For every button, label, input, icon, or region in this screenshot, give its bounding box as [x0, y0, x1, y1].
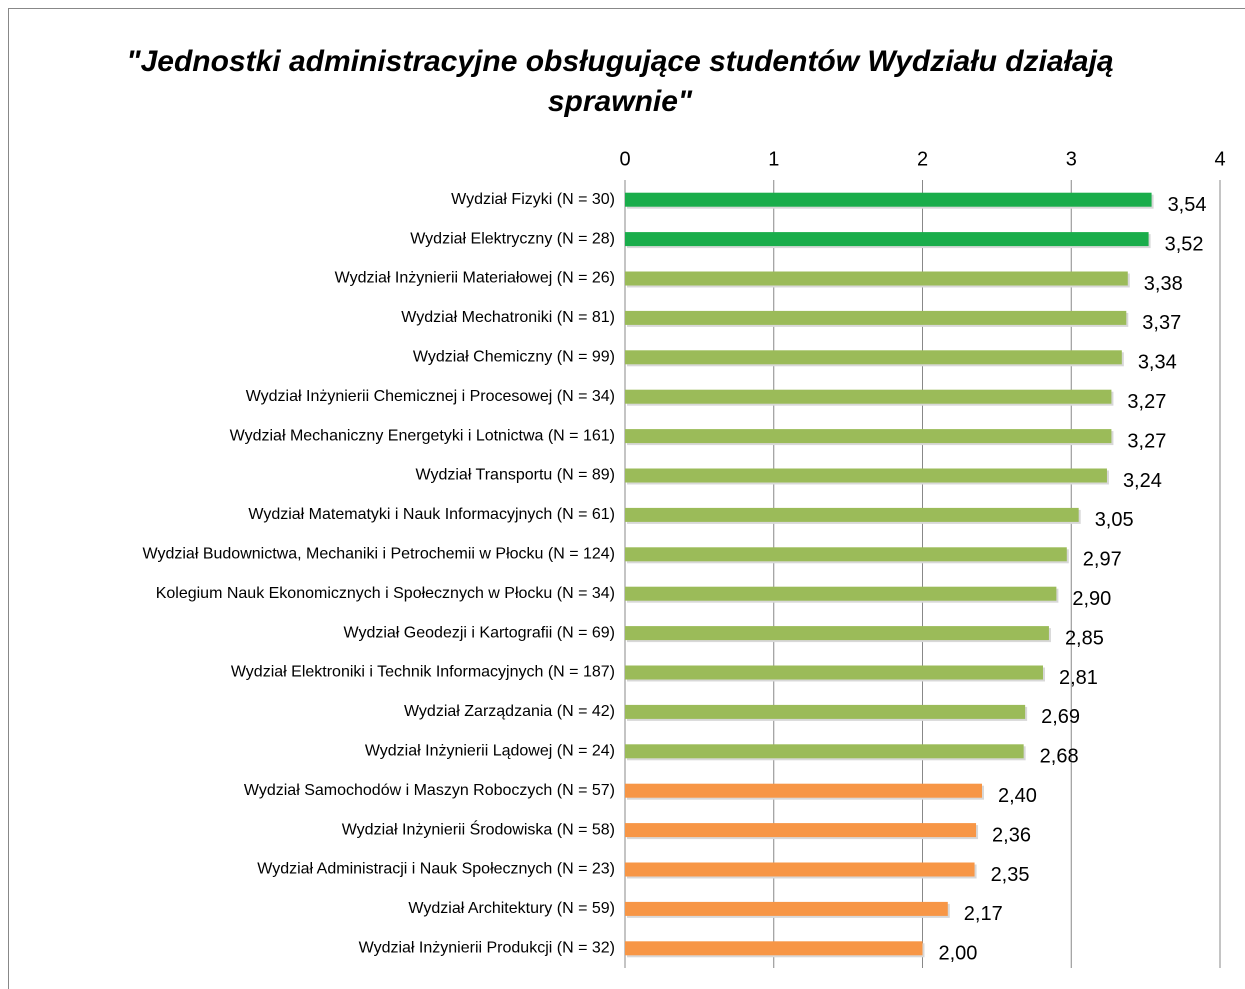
value-label: 3,27 [1127, 391, 1166, 413]
y-tick-label: Wydział Fizyki (N = 30) [451, 191, 615, 208]
value-label: 2,69 [1041, 706, 1080, 728]
y-tick-label: Wydział Mechaniczny Energetyki i Lotnict… [230, 427, 615, 444]
frame [8, 8, 1245, 989]
value-label: 2,35 [991, 864, 1030, 886]
bar [625, 271, 1128, 286]
value-label: 2,68 [1040, 746, 1079, 768]
value-label: 3,38 [1144, 273, 1183, 295]
bar [625, 192, 1152, 207]
value-label: 3,27 [1127, 430, 1166, 452]
y-tick-label: Wydział Inżynierii Materiałowej (N = 26) [335, 270, 615, 287]
value-label: 2,90 [1072, 588, 1111, 610]
y-tick-label: Wydział Zarządzania (N = 42) [404, 703, 615, 720]
bar [625, 744, 1024, 759]
y-tick-label: Wydział Inżynierii Lądowej (N = 24) [365, 743, 615, 760]
value-label: 2,00 [939, 943, 978, 965]
bar [625, 547, 1067, 562]
value-label: 2,17 [964, 903, 1003, 925]
y-tick-label: Wydział Geodezji i Kartografii (N = 69) [343, 624, 615, 641]
value-label: 2,85 [1065, 627, 1104, 649]
y-tick-label: Wydział Inżynierii Produkcji (N = 32) [359, 940, 615, 957]
bar [625, 350, 1122, 365]
y-tick-label: Wydział Administracji i Nauk Społecznych… [257, 861, 615, 878]
value-label: 3,05 [1095, 509, 1134, 531]
y-tick-label: Wydział Inżynierii Chemicznej i Procesow… [246, 388, 615, 405]
x-tick-label: 3 [1066, 148, 1077, 170]
bar [625, 507, 1079, 522]
value-label: 2,36 [992, 824, 1031, 846]
bar [625, 783, 982, 798]
bar [625, 823, 977, 838]
x-tick-label: 0 [619, 148, 630, 170]
bar [625, 665, 1043, 680]
x-tick-label: 1 [768, 148, 779, 170]
value-label: 2,81 [1059, 667, 1098, 689]
bar [625, 429, 1112, 444]
bar [625, 626, 1049, 641]
y-tick-label: Wydział Transportu (N = 89) [416, 467, 615, 484]
value-label: 3,24 [1123, 470, 1162, 492]
bar [625, 586, 1057, 601]
x-tick-label: 2 [917, 148, 928, 170]
y-tick-label: Kolegium Nauk Ekonomicznych i Społecznyc… [156, 585, 615, 602]
value-label: 2,40 [998, 785, 1037, 807]
bar [625, 704, 1026, 719]
x-tick-label: 4 [1214, 148, 1225, 170]
y-tick-label: Wydział Samochodów i Maszyn Roboczych (N… [244, 782, 615, 799]
value-label: 3,37 [1142, 312, 1181, 334]
bar [625, 232, 1149, 247]
y-tick-label: Wydział Chemiczny (N = 99) [413, 349, 615, 366]
bar [625, 941, 923, 956]
y-tick-label: Wydział Matematyki i Nauk Informacyjnych… [248, 506, 615, 523]
y-tick-label: Wydział Budownictwa, Mechaniki i Petroch… [143, 546, 615, 563]
bar [625, 901, 948, 916]
y-tick-label: Wydział Elektryczny (N = 28) [410, 230, 615, 247]
bar [625, 862, 975, 877]
bar [625, 310, 1127, 325]
value-label: 3,52 [1165, 233, 1204, 255]
chart-title: "Jednostki administracyjne obsługujące s… [126, 45, 1114, 118]
value-label: 2,97 [1083, 549, 1122, 571]
value-label: 3,34 [1138, 352, 1177, 374]
y-tick-label: Wydział Architektury (N = 59) [408, 900, 615, 917]
y-tick-label: Wydział Mechatroniki (N = 81) [401, 309, 615, 326]
y-tick-label: Wydział Inżynierii Środowiska (N = 58) [342, 819, 615, 838]
y-tick-label: Wydział Elektroniki i Technik Informacyj… [231, 664, 615, 681]
bar [625, 389, 1112, 404]
bar [625, 468, 1107, 483]
value-label: 3,54 [1168, 194, 1207, 216]
